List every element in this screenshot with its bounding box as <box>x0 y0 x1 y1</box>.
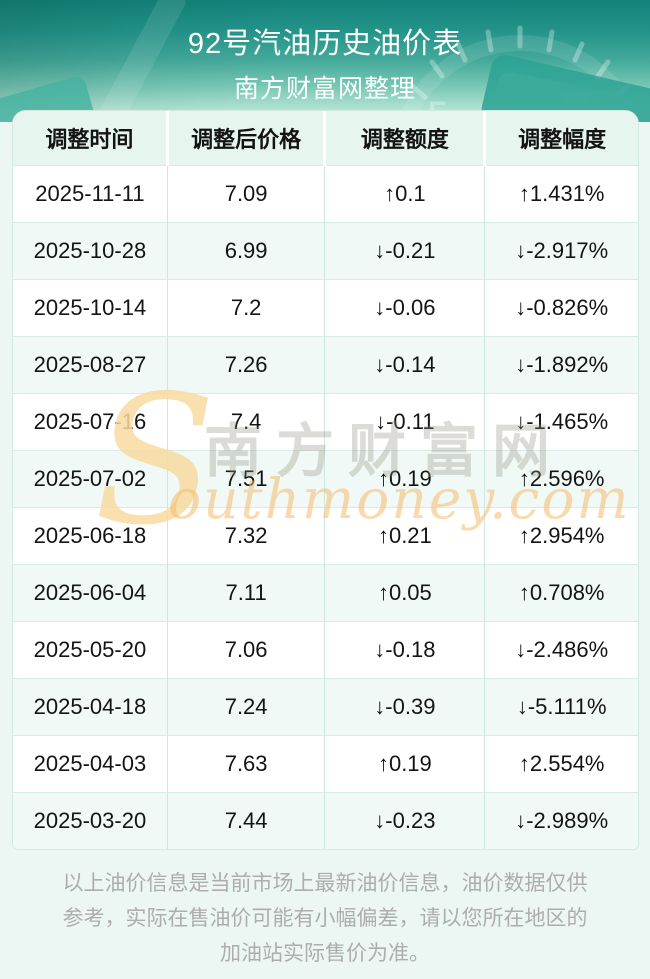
cell-change-rate: ↑0.708% <box>484 564 638 622</box>
cell-change-rate: ↓-2.989% <box>484 792 638 849</box>
cell-price: 7.63 <box>166 735 325 793</box>
cell-price: 7.4 <box>166 393 325 451</box>
table-row: 2025-06-04 7.11 ↑0.05 ↑0.708% <box>13 564 638 622</box>
cell-change-rate: ↓-1.465% <box>484 393 638 451</box>
cell-price: 7.32 <box>166 507 325 565</box>
cell-adjust-date: 2025-05-20 <box>13 621 168 679</box>
price-table: 调整时间 调整后价格 调整额度 调整幅度 2025-11-11 7.09 ↑0.… <box>13 111 638 849</box>
cell-adjust-date: 2025-04-18 <box>13 678 168 736</box>
cell-adjust-date: 2025-11-11 <box>13 165 168 223</box>
cell-change-rate: ↓-1.892% <box>484 336 638 394</box>
cell-change-rate: ↓-0.826% <box>484 279 638 337</box>
page-subtitle: 南方财富网整理 <box>233 75 416 103</box>
cell-adjust-date: 2025-10-14 <box>13 279 168 337</box>
cell-price: 7.2 <box>166 279 325 337</box>
cell-change-amount: ↓-0.18 <box>324 621 485 679</box>
table-row: 2025-07-02 7.51 ↑0.19 ↑2.596% <box>13 450 638 508</box>
table-body: 2025-11-11 7.09 ↑0.1 ↑1.431% 2025-10-28 … <box>13 165 638 849</box>
cell-change-amount: ↓-0.06 <box>324 279 485 337</box>
cell-price: 7.24 <box>166 678 325 736</box>
cell-adjust-date: 2025-06-18 <box>13 507 168 565</box>
table-row: 2025-07-16 7.4 ↓-0.11 ↓-1.465% <box>13 393 638 451</box>
cell-change-rate: ↑2.554% <box>484 735 638 793</box>
cell-adjust-date: 2025-07-16 <box>13 393 168 451</box>
cell-adjust-date: 2025-04-03 <box>13 735 168 793</box>
cell-price: 7.11 <box>166 564 325 622</box>
cell-adjust-date: 2025-06-04 <box>13 564 168 622</box>
cell-change-amount: ↑0.19 <box>324 450 485 508</box>
header-banner: F 92号汽油历史油价表 南方财富网整理 <box>0 0 650 122</box>
cell-price: 7.09 <box>166 165 325 223</box>
cell-change-amount: ↑0.19 <box>324 735 485 793</box>
table-row: 2025-03-20 7.44 ↓-0.23 ↓-2.989% <box>13 792 638 849</box>
page-title: 92号汽油历史油价表 <box>187 28 463 60</box>
disclaimer-note: 以上油价信息是当前市场上最新油价信息，油价数据仅供参考，实际在售油价可能有小幅偏… <box>62 872 588 965</box>
cell-adjust-date: 2025-08-27 <box>13 336 168 394</box>
cell-change-amount: ↑0.21 <box>324 507 485 565</box>
cell-change-rate: ↑2.596% <box>484 450 638 508</box>
table-row: 2025-04-18 7.24 ↓-0.39 ↓-5.111% <box>13 678 638 736</box>
cell-change-amount: ↓-0.39 <box>324 678 485 736</box>
column-header-rate: 调整幅度 <box>483 111 638 166</box>
cell-change-amount: ↓-0.14 <box>324 336 485 394</box>
table-row: 2025-10-28 6.99 ↓-0.21 ↓-2.917% <box>13 222 638 280</box>
cell-change-amount: ↓-0.21 <box>324 222 485 280</box>
cell-change-rate: ↓-2.917% <box>484 222 638 280</box>
cell-change-rate: ↑1.431% <box>484 165 638 223</box>
column-header-price: 调整后价格 <box>165 111 325 166</box>
table-header-row: 调整时间 调整后价格 调整额度 调整幅度 <box>13 111 638 166</box>
table-row: 2025-08-27 7.26 ↓-0.14 ↓-1.892% <box>13 336 638 394</box>
table-row: 2025-11-11 7.09 ↑0.1 ↑1.431% <box>13 165 638 223</box>
cell-adjust-date: 2025-07-02 <box>13 450 168 508</box>
cell-change-amount: ↑0.1 <box>324 165 485 223</box>
cell-price: 7.26 <box>166 336 325 394</box>
cell-change-rate: ↓-2.486% <box>484 621 638 679</box>
cell-price: 6.99 <box>166 222 325 280</box>
table-row: 2025-06-18 7.32 ↑0.21 ↑2.954% <box>13 507 638 565</box>
cell-adjust-date: 2025-03-20 <box>13 792 168 849</box>
cell-change-amount: ↓-0.11 <box>324 393 485 451</box>
column-header-amount: 调整额度 <box>323 111 485 166</box>
cell-change-amount: ↑0.05 <box>324 564 485 622</box>
cell-price: 7.51 <box>166 450 325 508</box>
cell-change-amount: ↓-0.23 <box>324 792 485 849</box>
table-row: 2025-05-20 7.06 ↓-0.18 ↓-2.486% <box>13 621 638 679</box>
cell-price: 7.06 <box>166 621 325 679</box>
cell-adjust-date: 2025-10-28 <box>13 222 168 280</box>
cell-price: 7.44 <box>166 792 325 849</box>
table-row: 2025-04-03 7.63 ↑0.19 ↑2.554% <box>13 735 638 793</box>
price-table-card: 调整时间 调整后价格 调整额度 调整幅度 2025-11-11 7.09 ↑0.… <box>12 110 639 850</box>
table-row: 2025-10-14 7.2 ↓-0.06 ↓-0.826% <box>13 279 638 337</box>
cell-change-rate: ↓-5.111% <box>484 678 638 736</box>
cell-change-rate: ↑2.954% <box>484 507 638 565</box>
column-header-date: 调整时间 <box>13 111 168 166</box>
